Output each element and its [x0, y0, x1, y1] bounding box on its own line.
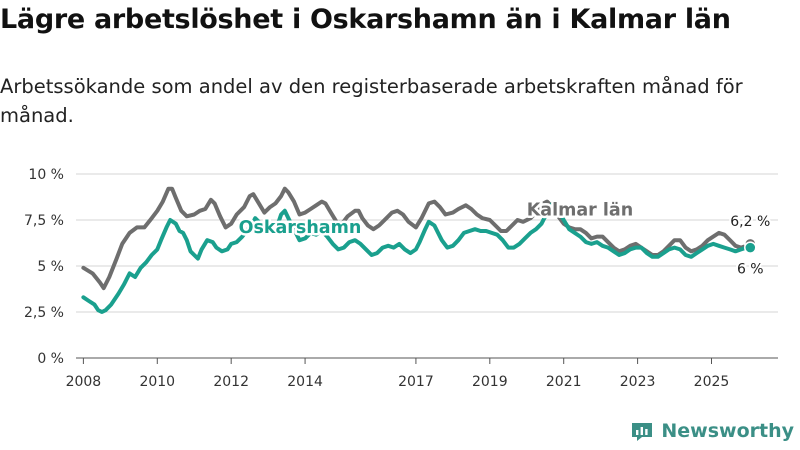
newsworthy-logo-icon	[632, 423, 653, 441]
x-tick-label: 2010	[139, 374, 175, 390]
end-value-label: 6,2 %	[730, 214, 770, 230]
y-tick-label: 5 %	[37, 259, 64, 275]
brand-name: Newsworthy	[661, 420, 794, 442]
x-tick-label: 2019	[472, 374, 508, 390]
x-tick-label: 2021	[546, 374, 582, 390]
x-tick-label: 2023	[620, 374, 656, 390]
x-tick-label: 2014	[287, 374, 323, 390]
chart-subtitle: Arbetssökande som andel av den registerb…	[0, 75, 743, 127]
series-line-kalmar-län	[81, 186, 753, 291]
series-label-kalmar-län: Kalmar län	[527, 200, 633, 220]
x-tick-label: 2017	[398, 374, 434, 390]
y-tick-label: 10 %	[28, 167, 64, 183]
end-point-oskarshamn	[744, 241, 757, 254]
y-tick-label: 2,5 %	[24, 305, 64, 321]
x-tick-label: 2025	[694, 374, 730, 390]
brand-logo: Newsworthy	[630, 419, 794, 443]
y-tick-label: 7,5 %	[24, 213, 64, 229]
chart-title: Lägre arbetslöshet i Oskarshamn än i Kal…	[0, 4, 731, 35]
y-tick-label: 0 %	[37, 351, 64, 367]
series-line-oskarshamn	[81, 201, 753, 314]
end-value-label: 6 %	[737, 262, 764, 278]
series-label-oskarshamn: Oskarshamn	[239, 218, 362, 238]
x-tick-label: 2008	[66, 374, 102, 390]
x-tick-label: 2012	[213, 374, 249, 390]
